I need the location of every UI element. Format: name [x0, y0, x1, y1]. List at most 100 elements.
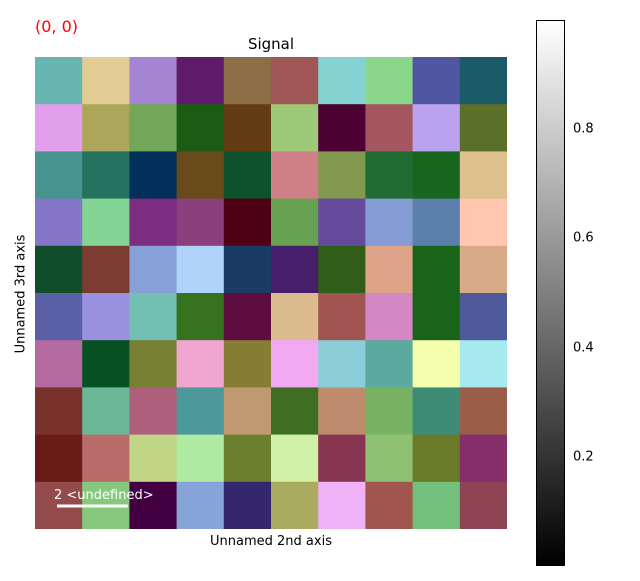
y-axis-label: Unnamed 3rd axis	[13, 234, 29, 354]
heatmap-cell-8-1	[82, 434, 130, 483]
heatmap-cell-7-9	[459, 387, 507, 436]
heatmap-cell-4-4	[223, 245, 272, 294]
heatmap-cell-0-7	[365, 57, 414, 105]
heatmap-cell-1-4	[223, 104, 272, 152]
heatmap-cell-5-9	[459, 293, 507, 341]
colorbar	[536, 20, 565, 566]
heatmap-cell-5-2	[129, 293, 178, 341]
chart-title: Signal	[247, 35, 295, 53]
heatmap-cell-6-6	[318, 340, 366, 388]
coordinate-readout: (0, 0)	[35, 17, 79, 36]
heatmap-cell-6-9	[459, 340, 507, 388]
heatmap-cell-9-4	[223, 481, 272, 529]
heatmap-cell-1-7	[365, 104, 414, 152]
heatmap-cell-1-3	[176, 104, 225, 152]
heatmap-cell-3-9	[459, 198, 507, 247]
heatmap-cell-0-2	[129, 57, 178, 105]
heatmap-cell-5-8	[412, 293, 461, 341]
heatmap-cell-9-3	[176, 481, 225, 529]
heatmap-cell-5-4	[223, 293, 272, 341]
colorbar-tick-label: 0.2	[573, 449, 594, 465]
heatmap-cell-5-5	[271, 293, 319, 341]
heatmap-cell-9-5	[271, 481, 319, 529]
heatmap-cell-2-9	[459, 151, 507, 200]
heatmap-cell-9-7	[365, 481, 414, 529]
colorbar-tick-label: 0.8	[573, 121, 594, 137]
heatmap-cell-1-2	[129, 104, 178, 152]
heatmap-cell-8-0	[35, 434, 83, 483]
heatmap-cell-2-3	[176, 151, 225, 200]
heatmap-cell-5-1	[82, 293, 130, 341]
heatmap-cell-7-0	[35, 387, 83, 436]
heatmap-cell-7-2	[129, 387, 178, 436]
heatmap-cell-9-9	[459, 481, 507, 529]
heatmap-cell-7-4	[223, 387, 272, 436]
heatmap-cell-6-5	[271, 340, 319, 388]
heatmap-cell-8-9	[459, 434, 507, 483]
heatmap-cell-3-4	[223, 198, 272, 247]
heatmap-cell-9-8	[412, 481, 461, 529]
heatmap-cell-3-7	[365, 198, 414, 247]
heatmap-cell-1-9	[459, 104, 507, 152]
heatmap-cell-0-8	[412, 57, 461, 105]
heatmap-cell-6-3	[176, 340, 225, 388]
heatmap-cell-8-8	[412, 434, 461, 483]
heatmap-cell-1-8	[412, 104, 461, 152]
heatmap-cell-2-2	[129, 151, 178, 200]
heatmap-cells	[35, 57, 507, 529]
heatmap-cell-7-7	[365, 387, 414, 436]
heatmap-cell-5-7	[365, 293, 414, 341]
heatmap-cell-4-2	[129, 245, 178, 294]
heatmap-cell-5-3	[176, 293, 225, 341]
heatmap-cell-0-3	[176, 57, 225, 105]
heatmap-cell-8-3	[176, 434, 225, 483]
heatmap-cell-6-2	[129, 340, 178, 388]
heatmap-cell-2-6	[318, 151, 366, 200]
heatmap-cell-5-0	[35, 293, 83, 341]
heatmap-cell-3-1	[82, 198, 130, 247]
heatmap-cell-4-0	[35, 245, 83, 294]
heatmap-cell-6-7	[365, 340, 414, 388]
colorbar-tick-label: 0.4	[573, 340, 594, 356]
heatmap-cell-9-2	[129, 481, 178, 529]
heatmap-cell-2-7	[365, 151, 414, 200]
heatmap-cell-7-8	[412, 387, 461, 436]
heatmap-cell-0-6	[318, 57, 366, 105]
heatmap-cell-2-8	[412, 151, 461, 200]
heatmap-cell-3-8	[412, 198, 461, 247]
heatmap-cell-4-1	[82, 245, 130, 294]
heatmap-cell-4-6	[318, 245, 366, 294]
heatmap-cell-1-5	[271, 104, 319, 152]
heatmap-cell-3-2	[129, 198, 178, 247]
colorbar-ticks	[564, 128, 565, 458]
heatmap-cell-8-7	[365, 434, 414, 483]
heatmap-cell-2-4	[223, 151, 272, 200]
heatmap-cell-4-3	[176, 245, 225, 294]
heatmap-cell-0-4	[223, 57, 272, 105]
colorbar-tick-label: 0.6	[573, 230, 594, 246]
x-axis-label: Unnamed 2nd axis	[210, 534, 332, 549]
heatmap-cell-8-4	[223, 434, 272, 483]
heatmap-cell-3-5	[271, 198, 319, 247]
heatmap-cell-5-6	[318, 293, 366, 341]
heatmap-cell-7-5	[271, 387, 319, 436]
heatmap-cell-8-2	[129, 434, 178, 483]
heatmap-cell-7-3	[176, 387, 225, 436]
heatmap-cell-6-8	[412, 340, 461, 388]
heatmap-cell-0-5	[271, 57, 319, 105]
heatmap-cell-4-5	[271, 245, 319, 294]
heatmap-cell-0-1	[82, 57, 130, 105]
heatmap-plot[interactable]	[35, 57, 507, 529]
heatmap-cell-3-0	[35, 198, 83, 247]
heatmap-cell-7-1	[82, 387, 130, 436]
heatmap-cell-6-0	[35, 340, 83, 388]
heatmap-cell-0-0	[35, 57, 83, 105]
heatmap-cell-2-5	[271, 151, 319, 200]
heatmap-cell-8-5	[271, 434, 319, 483]
heatmap-cell-4-9	[459, 245, 507, 294]
heatmap-cell-6-1	[82, 340, 130, 388]
heatmap-cell-8-6	[318, 434, 366, 483]
scale-bar-label: 2 <undefined>	[54, 488, 154, 503]
heatmap-cell-4-7	[365, 245, 414, 294]
heatmap-cell-0-9	[459, 57, 507, 105]
